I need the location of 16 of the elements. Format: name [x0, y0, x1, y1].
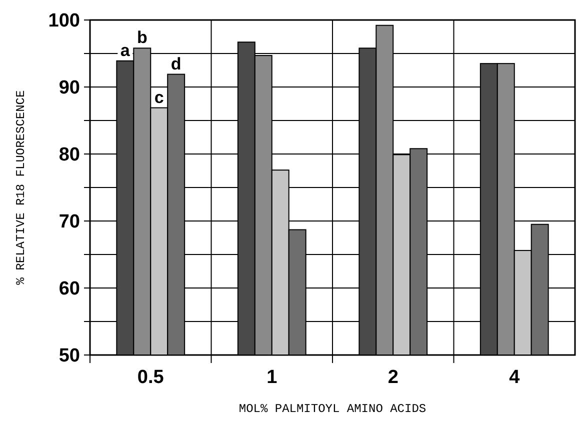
x-tick-label: 0.5: [137, 367, 164, 388]
y-tick-label: 70: [58, 212, 80, 233]
series-label: a: [120, 40, 130, 60]
x-axis-title: MOL% PALMITOYL AMINO ACIDS: [238, 402, 426, 416]
x-tick-label: 2: [388, 367, 398, 388]
x-tick-label: 4: [509, 367, 520, 388]
y-tick-label: 80: [58, 144, 80, 166]
series-label: c: [154, 88, 164, 107]
y-tick-label: 50: [58, 346, 80, 367]
series-label: b: [136, 28, 148, 48]
y-tick-label: 90: [58, 78, 80, 99]
y-tick-label: 60: [58, 278, 80, 300]
series-label: d: [170, 54, 182, 74]
y-axis-title: % RELATIVE R18 FLUORESCENCE: [14, 90, 28, 285]
x-tick-label: 1: [266, 367, 278, 388]
y-tick-label: 100: [48, 10, 80, 32]
